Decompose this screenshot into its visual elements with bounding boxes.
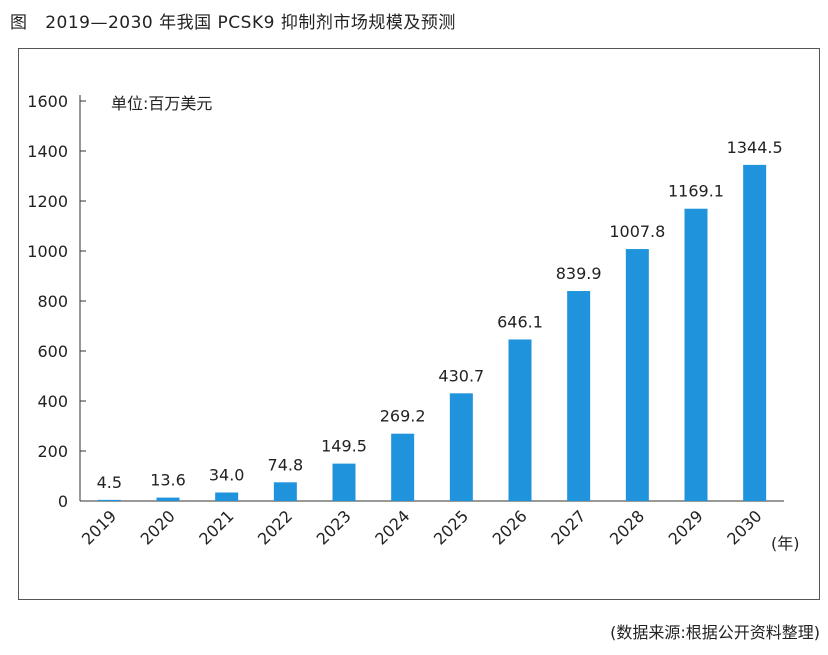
figure-title-text: 2019—2030 年我国 PCSK9 抑制剂市场规模及预测	[45, 13, 456, 33]
x-tick-label-2021: 2021	[195, 506, 237, 548]
y-tick-label: 0	[58, 492, 68, 511]
bar-2026	[508, 339, 532, 501]
unit-label: 单位:百万美元	[111, 94, 212, 113]
x-tick-label-2024: 2024	[371, 506, 413, 548]
bar-2027	[567, 291, 591, 501]
bars	[97, 164, 767, 501]
bar-2025	[449, 393, 473, 501]
bar-chart: 0 200 400 600 800 1000 1200 1400 1600 2019 2020 202…	[27, 92, 800, 553]
bar-2028	[625, 249, 649, 501]
y-tick-label: 1000	[27, 242, 68, 261]
source-note: (数据来源:根据公开资料整理)	[610, 623, 820, 642]
y-tick-label: 800	[37, 292, 68, 311]
value-label-2020: 13.6	[150, 471, 186, 490]
y-tick-label: 1400	[27, 142, 68, 161]
bar-2023	[332, 463, 356, 501]
bar-2021	[215, 492, 239, 501]
y-tick-label: 1600	[27, 92, 68, 111]
value-label-2019: 4.5	[97, 473, 122, 492]
value-label-2027: 839.9	[556, 264, 602, 283]
chart-frame: 0 200 400 600 800 1000 1200 1400 1600 2019 2020 202…	[18, 48, 820, 600]
value-label-2029: 1169.1	[668, 182, 724, 201]
x-tick-label-2023: 2023	[313, 506, 355, 548]
x-axis-unit-label: (年)	[771, 534, 800, 553]
bar-2019	[97, 499, 121, 501]
bar-2030	[743, 164, 767, 501]
bar-2022	[273, 482, 297, 501]
bar-2024	[391, 433, 415, 501]
value-label-2021: 34.0	[209, 466, 245, 485]
value-label-2030: 1344.5	[727, 138, 783, 157]
x-tick-label-2030: 2030	[723, 506, 765, 548]
value-label-2026: 646.1	[497, 312, 543, 331]
x-tick-label-2026: 2026	[489, 506, 531, 548]
y-tick-label: 1200	[27, 192, 68, 211]
bar-2029	[684, 208, 708, 501]
y-tick-label: 600	[37, 342, 68, 361]
figure-label: 图	[10, 13, 28, 33]
x-tick-label-2020: 2020	[137, 506, 179, 548]
x-tick-label-2019: 2019	[78, 506, 120, 548]
value-labels: 4.5 13.6 34.0 74.8 149.5 269.2 430.7 646.1 839.9…	[97, 138, 783, 492]
value-label-2025: 430.7	[438, 366, 484, 385]
value-label-2023: 149.5	[321, 437, 367, 456]
figure-title: 图 2019—2030 年我国 PCSK9 抑制剂市场规模及预测	[10, 8, 456, 33]
x-tick-label-2028: 2028	[606, 506, 648, 548]
value-label-2022: 74.8	[268, 455, 304, 474]
value-label-2024: 269.2	[380, 407, 426, 426]
y-tick-label: 400	[37, 392, 68, 411]
value-label-2028: 1007.8	[609, 222, 665, 241]
bar-2020	[156, 497, 180, 501]
x-tick-label-2027: 2027	[547, 506, 589, 548]
x-tick-label-2029: 2029	[665, 506, 707, 548]
y-tick-label: 200	[37, 442, 68, 461]
x-tick-label-2022: 2022	[254, 506, 296, 548]
x-tick-label-2025: 2025	[430, 506, 472, 548]
